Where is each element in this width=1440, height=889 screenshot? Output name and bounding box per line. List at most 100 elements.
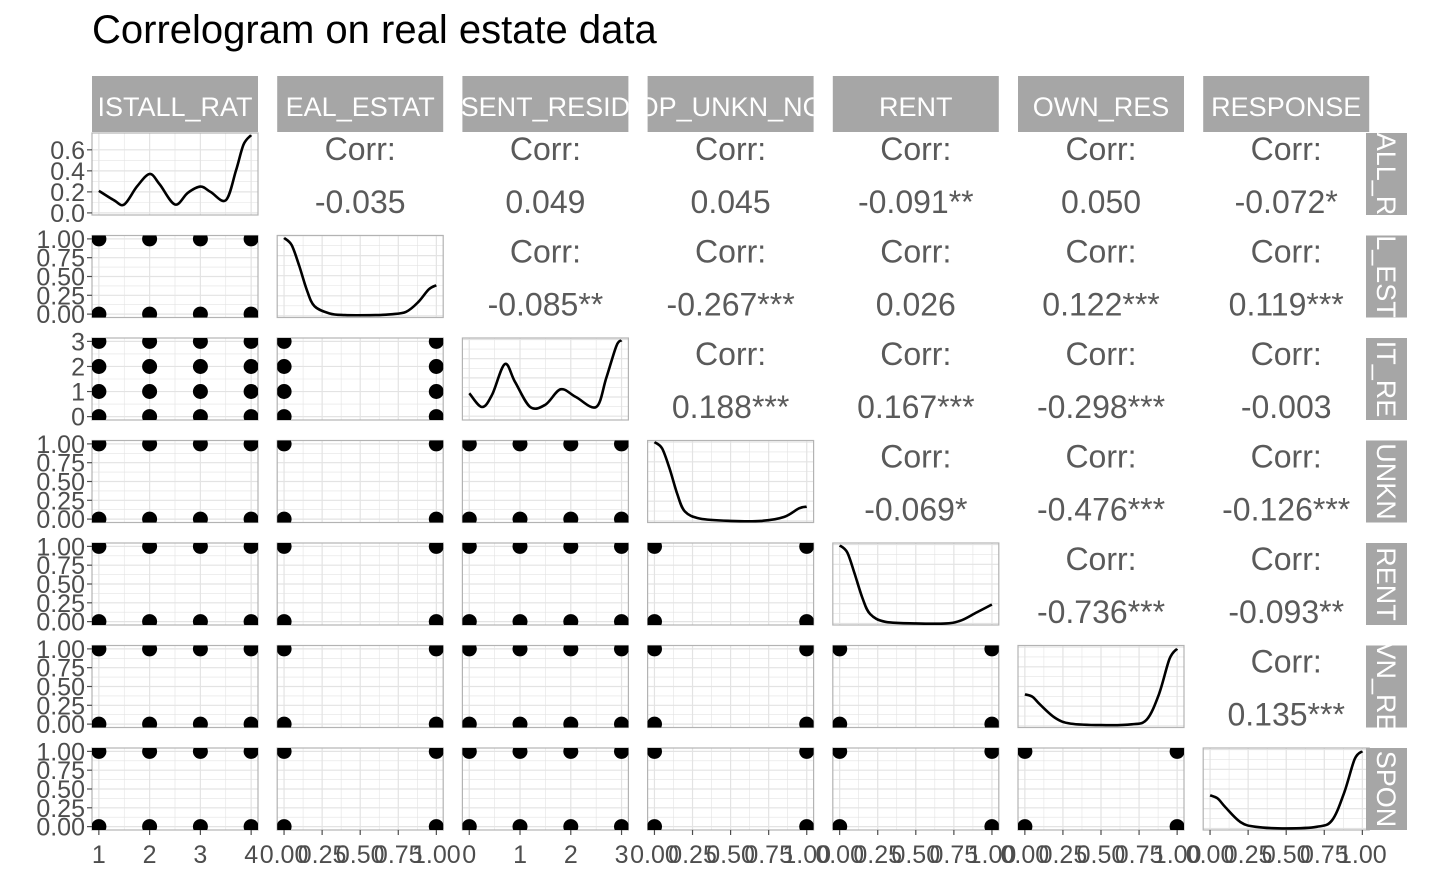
corr-cell: Corr: -0.267*** <box>667 234 795 323</box>
scatter-point <box>142 614 158 625</box>
scatter-point <box>563 543 579 554</box>
corr-value: 0.188*** <box>672 389 789 425</box>
corr-value: -0.298*** <box>1037 389 1165 425</box>
x-tick-label: 0.00 <box>1186 841 1235 869</box>
x-axis-col-1: 0.000.250.500.751.00 <box>260 830 461 869</box>
corr-value: -0.126*** <box>1222 492 1350 528</box>
scatter-point <box>192 359 208 374</box>
scatter-point <box>428 440 444 452</box>
scatter-point <box>512 511 528 523</box>
strip-label: OP_UNKN_NO <box>638 92 824 122</box>
panel-density-rent <box>832 542 1000 626</box>
scatter-point <box>243 384 258 399</box>
panel-density-real_estate <box>276 234 444 319</box>
panel-scatter-own_res-vs-prop_unkn_none <box>646 644 815 729</box>
scatter-point <box>799 614 814 625</box>
x-tick-label: 3 <box>615 841 629 869</box>
scatter-point <box>192 543 208 554</box>
scatter-point <box>277 384 292 399</box>
y-tick-label: 0.6 <box>50 137 85 165</box>
scatter-point <box>142 384 158 399</box>
scatter-point <box>428 748 444 759</box>
density-curve <box>1209 750 1364 830</box>
scatter-point <box>1018 748 1033 759</box>
x-tick-label: 2 <box>564 841 578 869</box>
x-tick-label: 0.25 <box>668 841 717 869</box>
density-curve <box>1024 647 1179 727</box>
scatter-point <box>192 716 208 728</box>
scatter-point <box>462 716 477 728</box>
scatter-point <box>614 543 629 554</box>
panel-scatter-response-vs-prop_unkn_none <box>646 747 815 831</box>
scatter-point <box>799 819 814 830</box>
x-tick-label: 0.50 <box>706 841 755 869</box>
x-tick-label: 0.50 <box>336 841 385 869</box>
corr-cell: Corr: 0.122*** <box>1042 234 1159 323</box>
strip-label: VN_RE <box>1371 641 1401 731</box>
scatter-point <box>192 235 208 247</box>
scatter-point <box>984 645 999 657</box>
y-tick-label: 0.00 <box>36 301 85 329</box>
panel-border <box>832 644 1000 729</box>
strip-label: L_EST <box>1371 235 1401 318</box>
y-tick-label: 1.00 <box>36 226 85 254</box>
panel-border <box>276 542 444 626</box>
strip-label: IT_RE <box>1371 341 1401 418</box>
density-curve <box>468 339 623 411</box>
corr-cell: Corr: -0.085** <box>488 234 604 323</box>
corr-cell: Corr: 0.167*** <box>857 336 974 425</box>
scatter-point <box>243 614 258 625</box>
scatter-point <box>1169 748 1184 759</box>
panel-scatter-rent-vs-present_resident <box>461 542 629 626</box>
strip-top-response: RESPONSE <box>1203 76 1370 132</box>
scatter-point <box>428 543 444 554</box>
panel-border <box>646 542 815 626</box>
corr-label: Corr: <box>880 439 951 475</box>
y-tick-label: 0.00 <box>36 814 85 842</box>
strip-label: RENT <box>879 92 953 122</box>
scatter-point <box>277 440 292 452</box>
scatter-point <box>512 543 528 554</box>
strip-background <box>1366 338 1407 420</box>
scatter-point <box>462 819 477 830</box>
strip-right-present_resident: IT_RE <box>1366 338 1407 420</box>
strip-label: EAL_ESTAT <box>286 92 435 122</box>
scatter-point <box>563 614 579 625</box>
scatter-point <box>428 338 444 349</box>
corr-label: Corr: <box>1251 131 1322 167</box>
panel-scatter-rent-vs-real_estate <box>276 542 444 626</box>
y-tick-label: 0.00 <box>36 506 85 534</box>
y-tick-label: 0.00 <box>36 609 85 637</box>
scatter-point <box>243 359 258 374</box>
scatter-point <box>563 511 579 523</box>
scatter-point <box>614 614 629 625</box>
panel-scatter-real_estate-vs-install_rate <box>91 234 259 319</box>
strip-background <box>647 76 814 132</box>
scatter-point <box>142 819 158 830</box>
panel-scatter-response-vs-real_estate <box>276 747 444 831</box>
scatter-point <box>614 748 629 759</box>
scatter-point <box>92 543 107 554</box>
x-tick-label: 0.25 <box>853 841 902 869</box>
panel-density-prop_unkn_none <box>646 439 815 524</box>
scatter-point <box>462 614 477 625</box>
x-tick-label: 1.00 <box>412 841 461 869</box>
corr-cell: Corr: -0.126*** <box>1222 439 1350 528</box>
corr-value: -0.035 <box>315 184 406 220</box>
corr-value: 0.122*** <box>1042 287 1159 323</box>
corr-cell: Corr: -0.736*** <box>1037 541 1165 630</box>
x-axis-col-6: 0.000.250.500.751.00 <box>1186 830 1387 869</box>
y-axis-row-3: 0.000.250.500.751.00 <box>36 431 92 534</box>
scatter-point <box>462 543 477 554</box>
panel-scatter-rent-vs-prop_unkn_none <box>646 542 815 626</box>
scatter-point <box>614 645 629 657</box>
scatter-point <box>192 384 208 399</box>
scatter-point <box>192 748 208 759</box>
corr-value: 0.049 <box>505 184 585 220</box>
scatter-point <box>192 306 208 318</box>
scatter-point <box>243 306 258 318</box>
corr-value: 0.045 <box>691 184 771 220</box>
scatter-point <box>243 409 258 420</box>
panel-density-present_resident <box>461 337 629 421</box>
